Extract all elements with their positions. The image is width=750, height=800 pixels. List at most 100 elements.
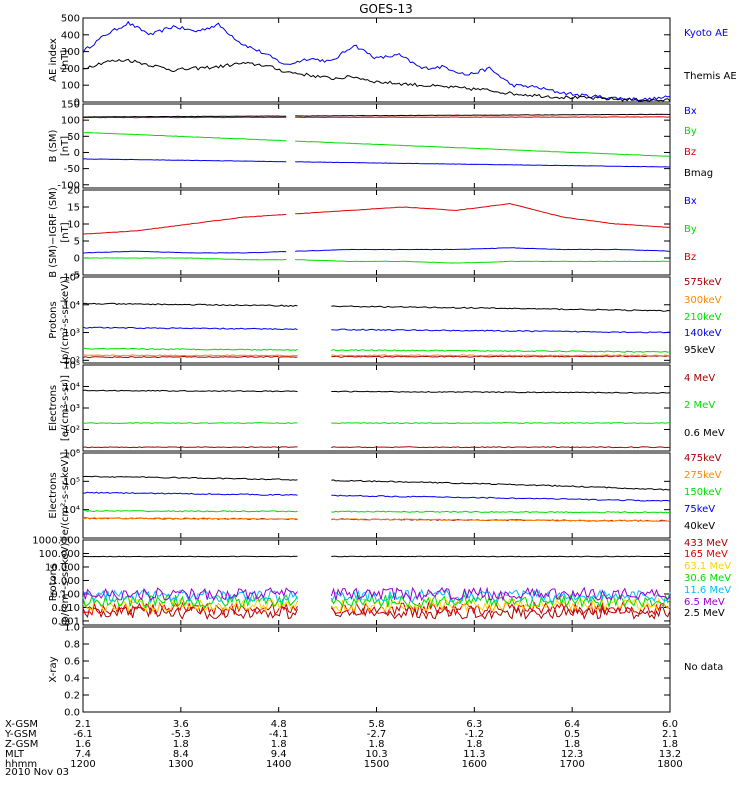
y-tick-label: 0.4 xyxy=(64,674,80,685)
y-tick-label: 5 xyxy=(74,237,80,248)
series-line-6.5-mev xyxy=(82,586,671,602)
legend-by: By xyxy=(684,224,697,235)
legend-2.5-mev: 2.5 MeV xyxy=(684,608,725,619)
orbit-row-value: 6.4 xyxy=(564,719,580,730)
legend-140kev: 140keV xyxy=(684,328,722,339)
panel-frame xyxy=(82,364,671,452)
series-line-150kev xyxy=(83,509,671,514)
legend-575kev: 575keV xyxy=(684,277,722,288)
panel-frame xyxy=(82,276,671,364)
legend-by: By xyxy=(684,126,697,137)
y-tick-label: 10⁵ xyxy=(63,477,80,488)
orbit-row-value: 1400 xyxy=(266,759,291,770)
y-tick-label: 0.010 xyxy=(51,603,80,614)
orbit-row-value: 1800 xyxy=(657,759,682,770)
y-tick-label: 20 xyxy=(67,186,80,197)
y-tick-label: 10³ xyxy=(63,404,80,415)
series-line-bz xyxy=(82,116,671,119)
y-tick-label: 0.6 xyxy=(64,657,80,668)
legend-210kev: 210keV xyxy=(684,312,722,323)
y-tick-label: 15 xyxy=(67,203,80,214)
legend-63.1-mev: 63.1 MeV xyxy=(684,561,731,572)
y-tick-label: -50 xyxy=(64,164,80,175)
orbit-row-value: 2.1 xyxy=(75,719,91,730)
y-axis-label: B (SM)−IGRF (SM) xyxy=(48,187,59,278)
y-tick-label: -100 xyxy=(57,180,80,191)
y-axis-unit: [e/(cm²-s-sr)] xyxy=(60,375,71,441)
y-tick-label: 0 xyxy=(74,98,80,109)
y-axis-label: Protons xyxy=(48,564,59,601)
y-tick-label: -5 xyxy=(70,271,80,282)
orbit-row-value: 1.8 xyxy=(662,739,678,750)
legend-0.6-mev: 0.6 MeV xyxy=(684,428,725,439)
y-tick-label: 150 xyxy=(61,100,80,111)
legend-2-mev: 2 MeV xyxy=(684,400,715,411)
orbit-row-value: 1.6 xyxy=(75,739,91,750)
y-axis-unit: [e/(cm²-s-sr-keV)] xyxy=(60,452,71,540)
y-tick-label: 500 xyxy=(61,14,80,25)
orbit-row-value: 0.5 xyxy=(564,729,580,740)
orbit-row-value: -1.2 xyxy=(465,729,485,740)
series-line-575kev xyxy=(82,355,671,359)
legend-kyoto-ae: Kyoto AE xyxy=(684,28,728,39)
y-tick-label: 100.000 xyxy=(39,549,80,560)
date-label: 2010 Nov 03 xyxy=(5,767,69,778)
orbit-row-value: 3.6 xyxy=(173,719,189,730)
series-line-75kev xyxy=(83,491,671,502)
legend-6.5-mev: 6.5 MeV xyxy=(684,597,725,608)
y-tick-label: 100 xyxy=(61,81,80,92)
orbit-row-value: -2.7 xyxy=(367,729,387,740)
panel-protons_kev: 10² 10³ 10⁴ 10⁵ Protons [p/(cm²-s-sr-keV)] 575… xyxy=(48,273,722,367)
legend-30.6-mev: 30.6 MeV xyxy=(684,573,731,584)
orbit-row-value: -4.1 xyxy=(269,729,289,740)
y-tick-label: 10.000 xyxy=(45,562,80,573)
orbit-row-value: 5.8 xyxy=(369,719,385,730)
legend-bz: Bz xyxy=(684,252,696,263)
series-line-4-mev xyxy=(82,446,671,449)
y-tick-label: 10² xyxy=(63,425,80,436)
orbit-row-value: 12.3 xyxy=(561,749,583,760)
series-line-bmag xyxy=(82,113,671,118)
y-tick-label: 10⁵ xyxy=(63,361,80,372)
orbit-row-value: 1.8 xyxy=(369,739,385,750)
orbit-row-value: 11.3 xyxy=(463,749,485,760)
series-line-bx xyxy=(82,247,670,254)
legend-4-mev: 4 MeV xyxy=(684,373,715,384)
series-line-kyoto-ae xyxy=(82,20,671,102)
y-tick-label: 10⁴ xyxy=(63,382,80,393)
y-tick-label: 400 xyxy=(61,30,80,41)
y-axis-label: Electrons xyxy=(48,472,59,518)
y-tick-label: 10⁵ xyxy=(63,273,80,284)
y-axis-unit: [p/(cm²-s-sr-keV)] xyxy=(60,276,71,364)
y-axis-label: AE index xyxy=(48,38,59,82)
figure-title: GOES-13 xyxy=(359,2,413,16)
y-tick-label: 0.001 xyxy=(51,616,80,627)
y-tick-label: 1.000 xyxy=(51,576,80,587)
panel-electrons_kev: 10⁴ 10⁵ 10⁶ Electrons [e/(cm²-s-sr-keV)] 475k… xyxy=(48,449,722,540)
series-line-210kev xyxy=(82,347,671,353)
legend-bmag: Bmag xyxy=(684,168,713,179)
series-line-themis-ae xyxy=(83,58,671,102)
y-tick-label: 10² xyxy=(63,356,80,367)
y-tick-label: 200 xyxy=(61,64,80,75)
panel-electrons_mev: 10² 10³ 10⁴ 10⁵ Electrons [e/(cm²-s-sr)] 4 MeV… xyxy=(48,361,725,452)
y-tick-label: 10⁴ xyxy=(63,505,80,516)
orbit-row-label: hhmm xyxy=(5,759,37,770)
series-line-0.6-mev xyxy=(82,389,671,394)
orbit-row-label: Z-GSM xyxy=(5,739,38,750)
orbit-row-value: 1.8 xyxy=(564,739,580,750)
y-tick-label: 1000.000 xyxy=(32,536,80,547)
orbit-row-value: 9.4 xyxy=(271,749,287,760)
orbit-row-value: 1.8 xyxy=(271,739,287,750)
no-data-note: No data xyxy=(684,662,723,673)
panel-frame xyxy=(82,189,671,276)
panel-frame xyxy=(82,626,671,713)
series-line-95kev xyxy=(82,302,671,312)
panel-xray: 0.0 0.2 0.4 0.6 0.8 1.0 X-ray No data xyxy=(48,623,723,719)
legend-bz: Bz xyxy=(684,147,696,158)
orbit-row-value: 1500 xyxy=(364,759,389,770)
orbit-row-value: 1700 xyxy=(559,759,584,770)
y-tick-label: 0.8 xyxy=(64,640,80,651)
